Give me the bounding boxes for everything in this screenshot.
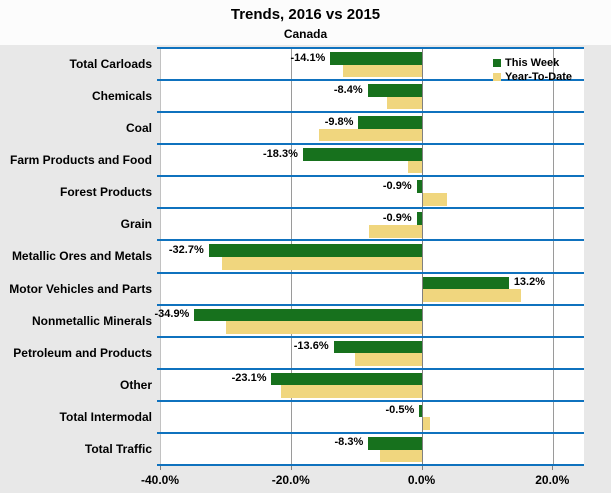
category-label: Farm Products and Food xyxy=(9,153,152,168)
row-separator-line xyxy=(157,367,584,370)
chart-area: -14.1% -8.4% -9.8% -18.3% -0.9% -0.9% -32.7% 13… xyxy=(0,45,611,493)
category-label: Metallic Ores and Metals xyxy=(11,249,152,264)
category-label: Motor Vehicles and Parts xyxy=(9,281,152,296)
gridline xyxy=(552,48,554,465)
bar-year-to-date xyxy=(343,64,423,78)
bar-this-week xyxy=(416,212,423,225)
category-label: Total Carloads xyxy=(69,57,152,71)
x-axis-tick-label: -40.0% xyxy=(140,473,180,487)
bar-this-week xyxy=(302,148,423,161)
legend-label-this-week: This Week xyxy=(505,56,560,69)
legend-item-this-week: This Week xyxy=(493,56,572,69)
bar-year-to-date xyxy=(226,321,423,334)
value-label: -8.4% xyxy=(333,83,363,96)
row-separator-line xyxy=(157,143,584,146)
row-separator-line xyxy=(157,271,584,274)
bar-year-to-date xyxy=(422,417,431,431)
category-label: Forest Products xyxy=(59,185,152,200)
row-separator-line xyxy=(157,464,584,466)
row-separator-line xyxy=(157,399,584,402)
legend: This Week Year-To-Date xyxy=(493,56,572,84)
value-label: -13.6% xyxy=(293,340,329,353)
bar-this-week xyxy=(416,180,423,193)
category-label: Total Traffic xyxy=(84,441,152,456)
bar-year-to-date xyxy=(319,128,423,142)
x-axis-tick-mark xyxy=(290,466,292,470)
value-label: -18.3% xyxy=(263,147,298,160)
row-separator-line xyxy=(157,207,584,210)
x-axis-tick-label: -20.0% xyxy=(271,473,310,487)
legend-item-year-to-date: Year-To-Date xyxy=(493,70,572,83)
value-label: -0.5% xyxy=(385,404,415,417)
x-axis-tick-mark xyxy=(552,466,554,470)
x-axis-tick-label: 0.0% xyxy=(407,473,436,487)
bar-year-to-date xyxy=(368,224,423,238)
bar-this-week xyxy=(208,244,423,258)
bar-this-week xyxy=(194,308,423,322)
value-label: -0.9% xyxy=(382,211,412,224)
value-label: -14.1% xyxy=(290,51,326,64)
zero-gridline xyxy=(422,48,423,465)
bar-year-to-date xyxy=(387,96,423,110)
category-label: Petroleum and Products xyxy=(13,345,152,360)
value-label: -32.7% xyxy=(168,243,204,256)
value-label: -9.8% xyxy=(324,115,354,128)
bar-year-to-date xyxy=(422,192,448,206)
x-axis-tick-mark xyxy=(421,466,423,470)
bar-this-week xyxy=(358,116,423,129)
value-label: 13.2% xyxy=(513,276,546,289)
row-separator-line xyxy=(157,175,584,178)
legend-label-year-to-date: Year-To-Date xyxy=(505,70,573,83)
value-label: -34.9% xyxy=(154,308,190,321)
value-label: -8.3% xyxy=(334,436,364,449)
category-label: Chemicals xyxy=(91,89,152,104)
row-separator-line xyxy=(157,431,584,434)
category-label: Grain xyxy=(120,217,152,232)
bar-this-week xyxy=(422,276,509,290)
value-label: -0.9% xyxy=(382,179,412,192)
row-separator-line xyxy=(157,303,584,306)
bar-this-week xyxy=(419,404,423,418)
bar-this-week xyxy=(333,340,423,354)
plot-area: -14.1% -8.4% -9.8% -18.3% -0.9% -0.9% -32.7% 13… xyxy=(154,47,584,466)
category-label: Total Intermodal xyxy=(59,409,152,424)
title-band: Trends, 2016 vs 2015 Canada xyxy=(0,0,611,45)
bar-this-week xyxy=(368,436,423,450)
row-separator-line xyxy=(157,47,584,49)
x-axis-tick-mark xyxy=(160,466,161,470)
bar-this-week xyxy=(330,52,423,65)
category-label: Coal xyxy=(125,121,152,136)
bar-year-to-date xyxy=(281,385,423,398)
legend-swatch-this-week xyxy=(493,58,501,67)
row-separator-line xyxy=(157,335,584,338)
bar-this-week xyxy=(271,372,423,386)
row-separator-line xyxy=(157,239,584,242)
category-label: Nonmetallic Minerals xyxy=(31,313,152,328)
bar-year-to-date xyxy=(408,160,423,174)
x-axis-tick-label: 20.0% xyxy=(535,473,570,487)
legend-swatch-year-to-date xyxy=(493,72,501,81)
page-title: Trends, 2016 vs 2015 xyxy=(230,6,381,23)
row-separator-line xyxy=(157,79,584,82)
value-label: -23.1% xyxy=(231,372,267,385)
bar-year-to-date xyxy=(222,257,423,270)
row-separator-line xyxy=(157,111,584,114)
page-subtitle: Canada xyxy=(283,27,328,41)
bar-year-to-date xyxy=(380,449,423,463)
bar-year-to-date xyxy=(422,289,522,302)
category-label: Other xyxy=(119,377,152,392)
bar-year-to-date xyxy=(355,353,423,366)
bar-this-week xyxy=(367,84,423,97)
